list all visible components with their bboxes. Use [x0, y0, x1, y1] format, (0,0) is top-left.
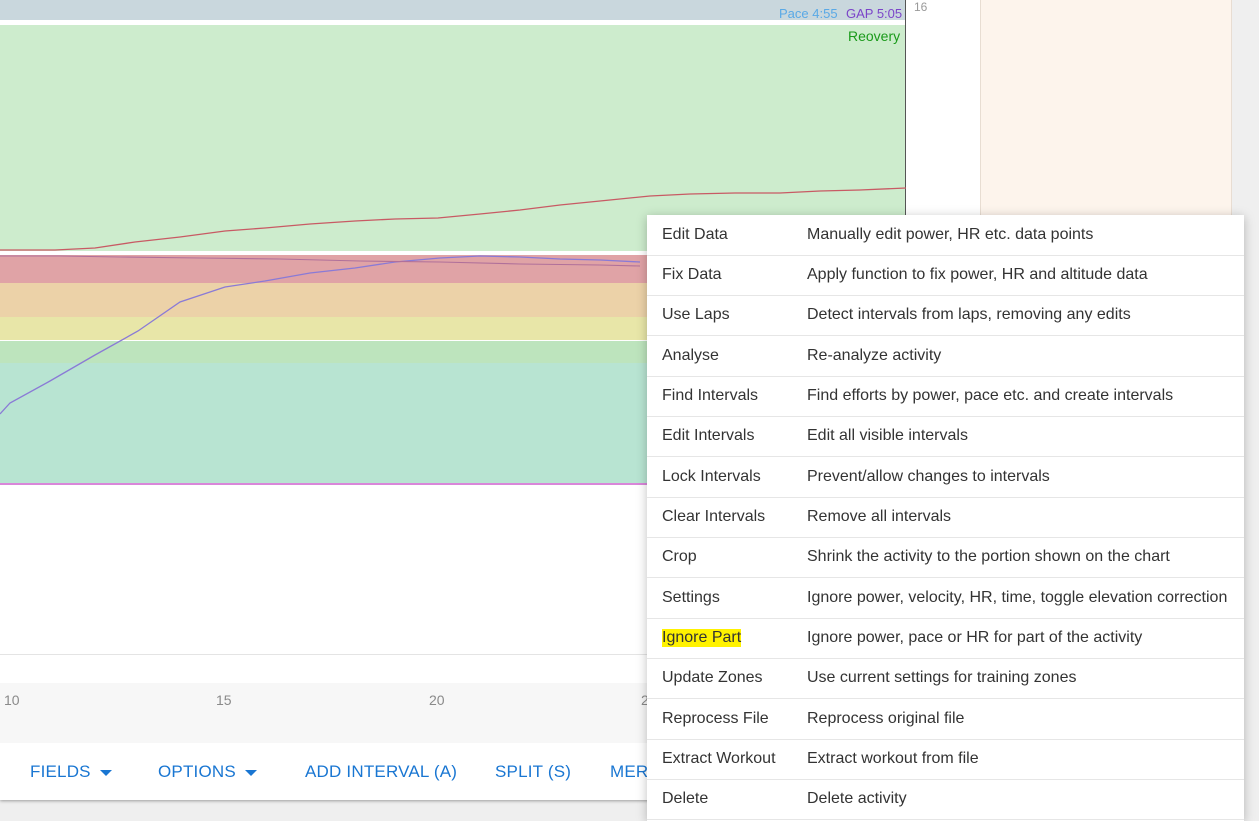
menu-item-extract-workout[interactable]: Extract Workout Extract workout from file	[647, 739, 1244, 780]
menu-item-description: Prevent/allow changes to intervals	[807, 468, 1050, 485]
menu-item-analyse[interactable]: Analyse Re-analyze activity	[647, 336, 1244, 377]
menu-item-find-intervals[interactable]: Find Intervals Find efforts by power, pac…	[647, 376, 1244, 417]
menu-item-label: Lock Intervals	[662, 468, 761, 485]
menu-item-description: Find efforts by power, pace etc. and cre…	[807, 387, 1174, 404]
chevron-down-icon	[244, 769, 257, 776]
menu-item-description: Extract workout from file	[807, 750, 979, 767]
recovery-label: Reovery	[848, 28, 901, 44]
menu-item-label: Clear Intervals	[662, 508, 766, 525]
menu-item-settings[interactable]: Settings Ignore power, velocity, HR, time…	[647, 578, 1244, 619]
pace-line	[0, 255, 641, 415]
menu-item-label: Analyse	[662, 347, 719, 364]
gap-readout: GAP 5:05	[846, 6, 903, 21]
menu-item-description: Manually edit power, HR etc. data points	[807, 226, 1094, 243]
menu-item-description: Remove all intervals	[807, 508, 952, 525]
x-tick-15: 15	[216, 692, 232, 708]
menu-item-description: Delete activity	[807, 790, 907, 807]
y-axis-tick: 16	[914, 0, 928, 14]
actions-menu: Edit Data Manually edit power, HR etc. da…	[647, 215, 1244, 821]
menu-item-label: Crop	[662, 548, 697, 565]
menu-item-description: Shrink the activity to the portion shown…	[807, 548, 1170, 565]
chart-lines	[0, 187, 906, 415]
recovery-zone-band	[0, 25, 906, 251]
gap-line-series	[0, 255, 641, 267]
menu-item-label: Edit Data	[662, 226, 728, 243]
menu-item-lock-intervals[interactable]: Lock Intervals Prevent/allow changes to i…	[647, 457, 1244, 498]
menu-item-label: Find Intervals	[662, 387, 759, 404]
pace-readout: Pace 4:55	[779, 6, 838, 21]
menu-item-label: Settings	[662, 589, 720, 606]
menu-item-label: Fix Data	[662, 266, 722, 283]
menu-item-label: Extract Workout	[662, 750, 776, 767]
menu-item-reprocess-file[interactable]: Reprocess File Reprocess original file	[647, 699, 1244, 740]
menu-item-label: Edit Intervals	[662, 427, 755, 444]
grid-line	[0, 654, 906, 655]
chevron-down-icon	[99, 769, 112, 776]
fields-label: FIELDS	[30, 762, 91, 781]
menu-item-ignore-part[interactable]: Ignore Part Ignore power, pace or HR for …	[647, 618, 1244, 659]
options-button[interactable]: OPTIONS	[158, 762, 257, 782]
menu-item-update-zones[interactable]: Update Zones Use current settings for tra…	[647, 658, 1244, 699]
zone-bottom-border	[0, 483, 906, 485]
menu-item-label: Update Zones	[662, 669, 763, 686]
menu-item-description: Ignore power, velocity, HR, time, toggle…	[807, 589, 1228, 606]
menu-item-delete[interactable]: Delete Delete activity	[647, 779, 1244, 820]
menu-item-label: Delete	[662, 790, 709, 807]
add-interval-button[interactable]: ADD INTERVAL (A)	[305, 762, 458, 781]
menu-item-description: Use current settings for training zones	[807, 669, 1077, 686]
menu-item-description: Edit all visible intervals	[807, 427, 968, 444]
options-label: OPTIONS	[158, 762, 236, 781]
menu-item-description: Ignore power, pace or HR for part of the…	[807, 629, 1143, 646]
menu-item-crop[interactable]: Crop Shrink the activity to the portion s…	[647, 537, 1244, 578]
interval-band	[0, 0, 906, 20]
menu-item-edit-intervals[interactable]: Edit Intervals Edit all visible intervals	[647, 416, 1244, 457]
menu-item-edit-data[interactable]: Edit Data Manually edit power, HR etc. da…	[647, 215, 1244, 256]
menu-item-label: Reprocess File	[662, 710, 769, 727]
menu-item-use-laps[interactable]: Use Laps Detect intervals from laps, remo…	[647, 295, 1244, 336]
x-tick-20: 20	[429, 692, 445, 708]
menu-item-description: Detect intervals from laps, removing any…	[807, 306, 1131, 323]
menu-item-label: Ignore Part	[662, 629, 742, 647]
hr-line	[0, 187, 906, 251]
band-separator	[0, 22, 906, 24]
menu-item-description: Apply function to fix power, HR and alti…	[807, 266, 1148, 283]
menu-item-label: Use Laps	[662, 306, 730, 323]
merge-button[interactable]: MER	[610, 762, 649, 781]
x-tick-25: 2	[641, 692, 649, 708]
menu-item-description: Re-analyze activity	[807, 347, 942, 364]
menu-item-clear-intervals[interactable]: Clear Intervals Remove all intervals	[647, 497, 1244, 538]
x-tick-10: 10	[4, 692, 20, 708]
fields-button[interactable]: FIELDS	[30, 762, 112, 782]
menu-item-fix-data[interactable]: Fix Data Apply function to fix power, HR …	[647, 255, 1244, 296]
split-button[interactable]: SPLIT (S)	[495, 762, 572, 781]
menu-item-description: Reprocess original file	[807, 710, 965, 727]
